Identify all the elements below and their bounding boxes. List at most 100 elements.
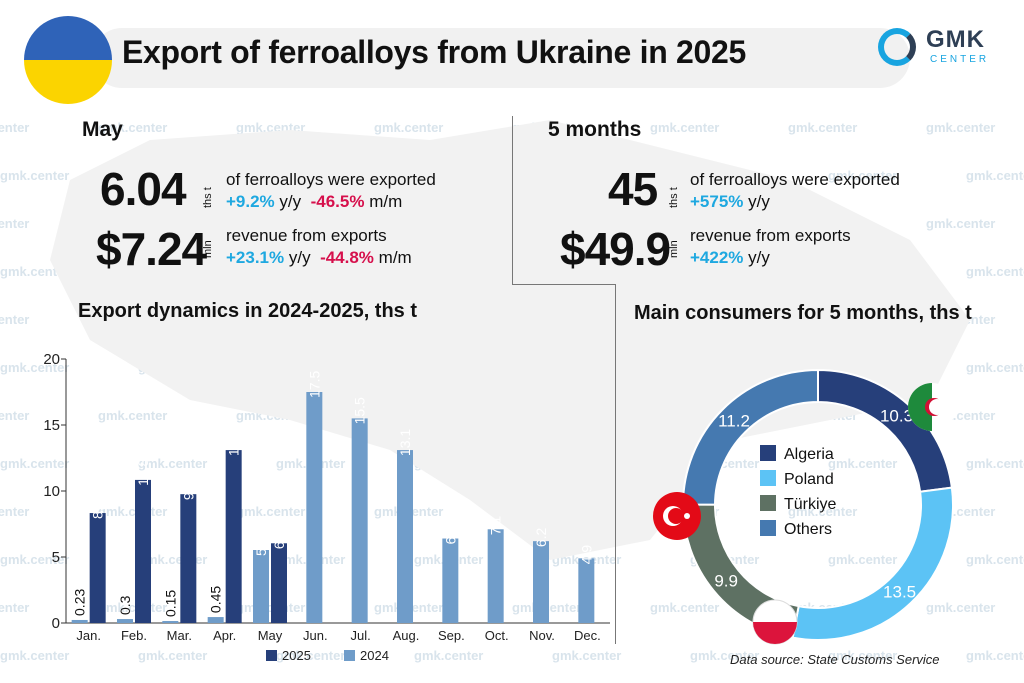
five-months-revenue: $49.9 (560, 223, 671, 275)
bar-value-label: 6.04 (271, 522, 287, 549)
bar-value-label: 15.5 (352, 397, 368, 424)
donut-legend-label: Algeria (784, 446, 834, 463)
five-months-heading: 5 months (548, 118, 642, 141)
five-months-revenue-desc: revenue from exports (690, 226, 851, 245)
donut-chart-title: Main consumers for 5 months, ths t (634, 302, 972, 324)
may-revenue-unit: mln (202, 240, 214, 258)
bar-value-label: 13.1 (397, 429, 413, 456)
bar-value-label: 0.23 (72, 589, 88, 616)
x-tick-label: Jan. (76, 628, 101, 643)
may-volume-mm: -46.5% (310, 192, 365, 211)
donut-legend-swatch (760, 470, 776, 486)
divider-horizontal (512, 284, 615, 285)
ukraine-flag-icon (24, 16, 112, 104)
data-source: Data source: State Customs Service (730, 652, 940, 667)
may-revenue-yy-label: y/y (288, 248, 311, 267)
bar-2024 (578, 558, 595, 623)
may-volume-yy: +9.2% (226, 192, 275, 211)
five-months-volume-yy-label: y/y (748, 192, 770, 211)
ukraine-map-silhouette (50, 120, 970, 560)
five-months-revenue-yy: +422% (690, 248, 744, 267)
five-months-volume-yy: +575% (690, 192, 744, 211)
logo-ring-icon (878, 28, 916, 66)
donut-value-label: 11.2 (718, 412, 750, 431)
bar-2025 (89, 513, 106, 623)
algeria-flag-icon (908, 383, 956, 431)
divider-vertical (512, 116, 513, 284)
five-months-revenue-change: +422% y/y (690, 248, 770, 268)
bar-2025 (225, 450, 242, 623)
bar-2025 (135, 479, 151, 623)
x-tick-label: Jul. (351, 628, 371, 643)
donut-value-label: 13.5 (883, 583, 916, 602)
bar-chart: 0 5 10 15 20 0.23 8.33 Jan. 0.3 10.84 Feb. 0.15 9.76… (43, 351, 610, 663)
five-months-volume-desc: of ferroalloys were exported (690, 170, 900, 189)
may-heading: May (82, 118, 123, 141)
logo-name: GMK (926, 26, 985, 53)
donut-value-label: 10.3 (880, 407, 913, 426)
watermark-text: gmk.center (0, 120, 30, 135)
x-tick-label: Nov. (529, 628, 555, 643)
x-tick-label: Aug. (393, 628, 420, 643)
bar-value-label: 8.33 (90, 492, 106, 519)
x-tick-label: Oct. (485, 628, 509, 643)
may-revenue-mm: -44.8% (320, 248, 374, 267)
bar-value-label: 6.4 (442, 525, 458, 545)
donut-value-label: 9.9 (714, 572, 738, 591)
donut-slice-others (681, 368, 819, 506)
bar-2024 (306, 392, 323, 623)
turkiye-flag-icon (653, 492, 701, 540)
poland-flag-icon (752, 599, 798, 645)
x-tick-label: Sep. (438, 628, 465, 643)
may-revenue-mm-label: m/m (378, 248, 412, 267)
bar-2024 (397, 450, 413, 623)
divider-vertical-lower (615, 284, 616, 644)
may-revenue-change: +23.1% y/y -44.8% m/m (226, 248, 412, 268)
x-tick-label: Feb. (121, 628, 147, 643)
may-revenue-desc: revenue from exports (226, 226, 387, 245)
may-volume-unit: ths t (202, 187, 214, 208)
bar-value-label: 17.5 (306, 371, 322, 398)
donut-legend-label: Türkiye (784, 496, 837, 513)
donut-chart: 10.3 13.5 9.9 11.2 Algeria Poland Türkiye Other… (653, 368, 956, 645)
bar-value-label: 0.45 (208, 586, 224, 613)
x-tick-label: Dec. (574, 628, 601, 643)
y-tick-label: 15 (43, 417, 60, 434)
watermark-text: gmk.center (0, 216, 30, 231)
watermark-text: gmk.center (0, 312, 30, 327)
logo-sub: CENTER (930, 54, 990, 65)
five-months-volume: 45 (608, 163, 658, 215)
legend-swatch-2025 (266, 650, 277, 661)
bar-2024 (533, 541, 549, 623)
bar-value-label: 0.15 (162, 590, 178, 617)
x-tick-label: Apr. (213, 628, 236, 643)
legend-swatch-2024 (344, 650, 355, 661)
y-tick-label: 10 (43, 483, 60, 500)
bar-2024 (442, 538, 459, 623)
x-tick-label: Jun. (303, 628, 328, 643)
bar-2024 (117, 619, 133, 623)
may-volume-desc: of ferroalloys were exported (226, 170, 436, 189)
title-bar (92, 28, 910, 88)
bar-value-label: 4.9 (578, 545, 594, 565)
bar-value-label: 7.1 (488, 516, 504, 536)
bar-2024 (351, 418, 368, 623)
may-volume-yy-label: y/y (279, 192, 302, 211)
legend-label: 2025 (282, 648, 311, 663)
bar-2024 (71, 619, 88, 623)
may-revenue-yy: +23.1% (226, 248, 285, 267)
page-title: Export of ferroalloys from Ukraine in 20… (122, 34, 747, 70)
may-volume-mm-label: m/m (369, 192, 403, 211)
bar-value-label: 9.76 (180, 473, 196, 500)
donut-legend-swatch (760, 445, 776, 461)
five-months-volume-change: +575% y/y (690, 192, 770, 212)
bar-value-label: 10.84 (135, 451, 151, 486)
y-tick-label: 5 (52, 549, 60, 566)
donut-legend-label: Poland (784, 471, 834, 488)
bar-2025 (180, 494, 197, 623)
x-tick-label: May (258, 628, 283, 643)
bar-value-label: 13.1 (226, 429, 242, 456)
five-months-revenue-yy-label: y/y (748, 248, 770, 267)
five-months-revenue-unit: mln (668, 240, 680, 258)
y-tick-label: 0 (52, 615, 60, 632)
